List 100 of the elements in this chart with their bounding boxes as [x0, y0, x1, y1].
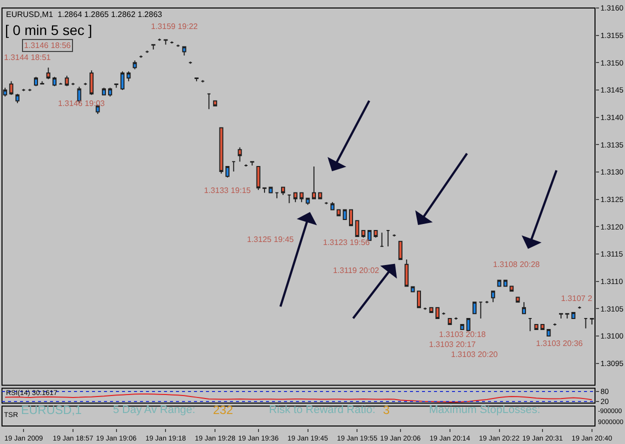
candlestick: [374, 230, 378, 238]
candlestick: [510, 286, 514, 292]
candlestick: [9, 80, 14, 96]
candlestick: [584, 318, 588, 329]
annotation: 3: [383, 403, 390, 417]
candlestick: [416, 290, 421, 308]
candlestick: [534, 324, 538, 330]
candlestick: [250, 161, 254, 166]
candlestick: [262, 187, 267, 194]
candlestick: [132, 60, 137, 70]
candlestick: [330, 202, 334, 210]
candlestick: [460, 324, 464, 330]
candlestick: [306, 198, 310, 206]
candlestick: [497, 280, 502, 287]
annotation: 1.3119 20:02: [333, 266, 380, 275]
candlestick: [225, 166, 230, 178]
candlestick: [194, 77, 199, 82]
candlestick: [114, 83, 118, 88]
candlestick: [565, 313, 570, 320]
annotation: 1.3159 19:22: [151, 22, 198, 31]
candlestick: [40, 80, 44, 84]
candlestick: [120, 70, 124, 90]
candlestick: [404, 258, 409, 287]
candlestick: [238, 146, 242, 162]
candlestick: [90, 70, 94, 96]
candlestick: [318, 192, 322, 200]
annotation: EURUSD,M1 1.2864 1.2865 1.2862 1.2863: [6, 10, 163, 19]
candlestick: [22, 88, 26, 92]
candlestick: [256, 166, 260, 191]
candlestick: [3, 87, 8, 98]
annotation: 1.3103 20:20: [451, 350, 498, 359]
candlestick: [528, 318, 532, 332]
candlestick: [126, 70, 131, 82]
candlestick: [83, 82, 88, 86]
annotation: 1.3125 19:45: [247, 235, 294, 244]
candlestick: [552, 322, 557, 326]
candlestick: [484, 300, 489, 304]
candlestick: [170, 40, 174, 44]
candlestick: [442, 312, 446, 316]
candlestick: [423, 307, 428, 310]
candlestick: [46, 67, 50, 80]
candlestick: [158, 38, 162, 42]
candlestick: [52, 76, 57, 87]
candlestick: [206, 93, 211, 110]
candlestick: [546, 328, 551, 336]
candlestick: [336, 209, 341, 216]
candlestick: [213, 100, 218, 106]
annotation: 1.3107 2: [561, 294, 593, 303]
candlestick: [274, 192, 279, 199]
annotation: [ 0 min 5 sec ]: [5, 22, 92, 38]
text: Risk to Reward Ratio:: [269, 404, 376, 416]
candlestick: [503, 280, 508, 287]
candlestick: [491, 290, 496, 303]
candlestick: [64, 75, 69, 87]
candlestick: [522, 302, 526, 314]
annotation: 1.3146 18:56: [24, 41, 72, 50]
annotation: 1.3146 19:03: [58, 99, 106, 108]
candlestick: [232, 161, 236, 172]
annotation: 1.3103 20:18: [439, 330, 486, 339]
candlestick: [145, 50, 150, 54]
candlestick: [429, 307, 434, 313]
candlestick: [164, 39, 168, 46]
candlestick: [138, 55, 143, 58]
annotation: 1.3108 20:28: [493, 260, 540, 269]
candlestick: [244, 164, 248, 168]
candlestick: [398, 240, 402, 260]
candlestick: [478, 302, 483, 320]
annotation: 1.3133 19:15: [204, 186, 252, 195]
candlestick: [188, 61, 192, 64]
candlestick: [182, 46, 186, 56]
candlestick: [71, 82, 76, 86]
candlestick: [571, 312, 576, 320]
candlestick: [559, 313, 564, 320]
candlestick: [454, 316, 458, 320]
candlestick: [108, 87, 112, 98]
candlestick: [200, 80, 205, 83]
candlestick: [102, 87, 106, 96]
candlestick: [34, 76, 38, 87]
candlestick: [342, 209, 347, 220]
annotation: 232: [213, 403, 234, 417]
annotation: 1.3123 19:56: [323, 238, 370, 247]
candlestick: [410, 286, 415, 292]
candlestick: [15, 93, 20, 104]
text: Maximum StopLosses:: [429, 404, 540, 416]
annotation: EURUSD,1: [21, 403, 82, 417]
candlestick: [281, 186, 286, 196]
candlestick: [219, 127, 224, 174]
text: 5 Day Av Range:: [113, 404, 196, 416]
candlestick: [540, 324, 545, 330]
candlestick: [293, 192, 298, 203]
candlestick: [355, 220, 360, 238]
annotation: 1.3103 20:17: [429, 340, 476, 349]
annotation: 1.3144 18:51: [4, 53, 52, 62]
candlestick: [578, 306, 582, 310]
candlestick: [368, 230, 372, 241]
candlestick: [466, 318, 470, 332]
candlestick: [324, 202, 328, 205]
annotation: 1.3103 20:36: [536, 339, 584, 348]
candlestick: [176, 44, 180, 48]
candlestick: [448, 318, 452, 326]
